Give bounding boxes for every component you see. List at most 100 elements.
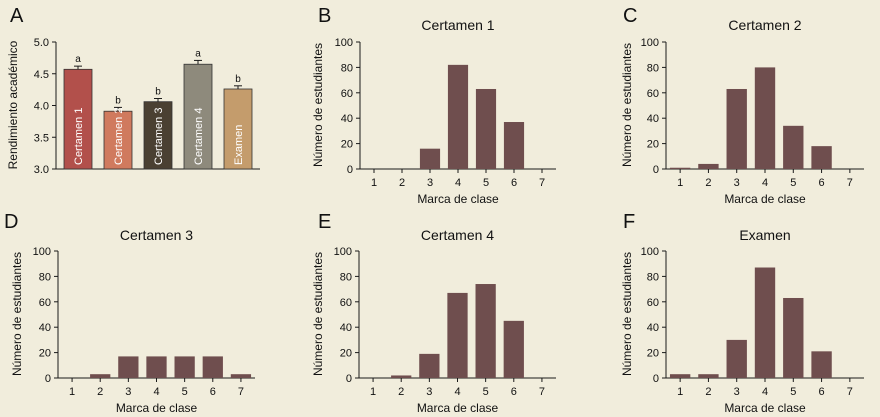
panel-d-bar (174, 356, 195, 378)
panel-d-x-tick-label: 6 (210, 386, 216, 398)
panel-a-significance-letter: a (195, 48, 201, 59)
panel-b-x-tick-label: 2 (399, 177, 405, 189)
panel-c-bar (811, 146, 832, 169)
panel-b-x-tick-label: 3 (427, 177, 433, 189)
panel-a-category-label: Examen (233, 125, 245, 165)
panel-d-x-label: Marca de clase (116, 401, 198, 415)
panel-f-x-tick-label: 2 (705, 386, 711, 398)
panel-b-x-tick-label: 5 (483, 177, 489, 189)
panel-c-x-label: Marca de clase (724, 192, 806, 206)
panel-f-y-tick-label: 100 (641, 246, 659, 258)
panel-e-y-tick-label: 0 (346, 373, 352, 385)
panel-e-bar (503, 320, 524, 378)
panel-f-y-label: Número de estudiantes (620, 252, 634, 376)
panel-a-category-label: Certamen 4 (193, 108, 205, 165)
panel-f-y-tick-label: 60 (647, 297, 659, 309)
panel-b-bar (447, 64, 469, 169)
panel-e-x-tick-label: 6 (511, 386, 517, 398)
panel-a-y-tick-label: 5.0 (34, 37, 49, 49)
panel-b-bar (475, 88, 497, 169)
panel-f-x-tick-label: 1 (677, 386, 683, 398)
panel-c-y-tick-label: 0 (653, 164, 659, 176)
panel-d-x-tick-label: 7 (238, 386, 244, 398)
panel-f-letter: F (623, 211, 635, 233)
panel-c-x-tick-label: 6 (819, 177, 825, 189)
panel-a-category-label: Certamen 3 (153, 108, 165, 165)
panel-a-category-label: Certamen 1 (73, 108, 85, 165)
panel-b-y-tick-label: 0 (347, 164, 353, 176)
panel-f-bar (698, 374, 719, 378)
panel-e-x-tick-label: 7 (539, 386, 545, 398)
panel-e-x-tick-label: 4 (454, 386, 460, 398)
panel-c-y-label: Número de estudiantes (620, 43, 634, 167)
panel-e-bar (447, 292, 468, 378)
panel-e-x-label: Marca de clase (417, 401, 499, 415)
panel-d-y-tick-label: 100 (33, 246, 51, 258)
panel-b-y-tick-label: 100 (335, 37, 353, 49)
panel-a-bar (103, 110, 133, 170)
panel-f-bar (811, 351, 832, 378)
panel-c-bar (783, 125, 804, 169)
panel-d-x-tick-label: 1 (69, 386, 75, 398)
panel-c-title: Certamen 2 (728, 17, 801, 33)
panel-d-y-tick-label: 80 (39, 271, 51, 283)
panel-e-y-label: Número de estudiantes (311, 252, 325, 376)
panel-f-y-tick-label: 20 (647, 348, 659, 360)
panel-d-x-tick-label: 4 (153, 386, 159, 398)
panel-d-y-tick-label: 60 (39, 297, 51, 309)
panel-a-letter: A (10, 5, 24, 27)
panel-c-letter: C (623, 5, 637, 27)
panel-a-y-tick-label: 3.0 (34, 164, 49, 176)
panel-e-title: Certamen 4 (421, 227, 494, 243)
panel-b-y-tick-label: 80 (341, 62, 353, 74)
panel-a-bar (143, 101, 173, 170)
panel-b-x-tick-label: 6 (511, 177, 517, 189)
panel-d-y-tick-label: 0 (45, 373, 51, 385)
panel-f-x-tick-label: 7 (847, 386, 853, 398)
panel-e-x-tick-label: 5 (483, 386, 489, 398)
panel-c-x-tick-label: 2 (705, 177, 711, 189)
panel-d-x-tick-label: 5 (182, 386, 188, 398)
panel-f-bar (754, 267, 776, 378)
panel-b-letter: B (318, 5, 331, 27)
panel-f-y-tick-label: 0 (653, 373, 659, 385)
panel-d-bar (146, 356, 167, 378)
panel-f-title: Examen (739, 227, 790, 243)
panel-e-letter: E (318, 211, 331, 233)
panel-d-y-tick-label: 40 (39, 322, 51, 334)
panel-c-y-tick-label: 20 (647, 139, 659, 151)
panel-b-y-tick-label: 20 (341, 139, 353, 151)
panel-d-title: Certamen 3 (120, 227, 193, 243)
panel-c-x-tick-label: 7 (847, 177, 853, 189)
panel-f-y-tick-label: 80 (647, 271, 659, 283)
panel-d-bar (118, 356, 139, 378)
panel-c-bar (698, 163, 719, 169)
panel-f-x-tick-label: 6 (819, 386, 825, 398)
panel-d-bar (90, 374, 111, 378)
panel-a-bar (183, 63, 213, 170)
panel-e-x-tick-label: 1 (370, 386, 376, 398)
panel-f-x-tick-label: 5 (790, 386, 796, 398)
panel-c-x-tick-label: 1 (677, 177, 683, 189)
panel-a-y-label: Rendimiento académico (6, 40, 20, 169)
panel-b-y-tick-label: 60 (341, 88, 353, 100)
panel-b-x-tick-label: 4 (455, 177, 461, 189)
panel-d-x-tick-label: 2 (97, 386, 103, 398)
panel-c-y-tick-label: 60 (647, 88, 659, 100)
panel-c-y-tick-label: 80 (647, 62, 659, 74)
panel-c-bar (754, 67, 776, 169)
panel-c-x-tick-label: 3 (734, 177, 740, 189)
panel-c-y-tick-label: 40 (647, 113, 659, 125)
panel-f-x-label: Marca de clase (724, 401, 806, 415)
panel-c-bar (669, 167, 691, 169)
panel-b-x-tick-label: 7 (539, 177, 545, 189)
panel-c-y-tick-label: 100 (641, 37, 659, 49)
panel-c-x-tick-label: 5 (790, 177, 796, 189)
panel-f-y-tick-label: 40 (647, 322, 659, 334)
panel-e-y-tick-label: 100 (334, 246, 352, 258)
panel-a-significance-letter: b (115, 95, 121, 106)
panel-e-y-tick-label: 60 (340, 297, 352, 309)
panel-e-x-tick-label: 3 (426, 386, 432, 398)
panel-e-y-tick-label: 40 (340, 322, 352, 334)
